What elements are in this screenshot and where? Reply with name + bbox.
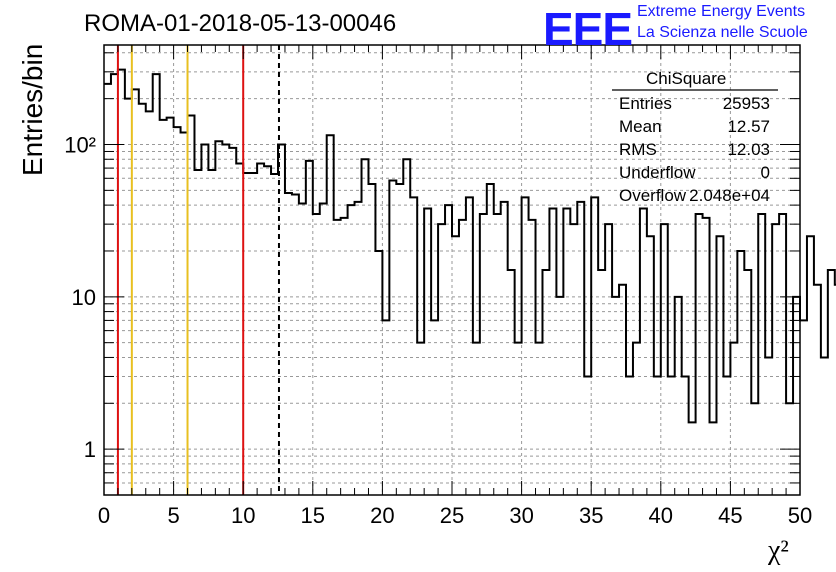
y-axis-label: Entries/bin xyxy=(17,43,48,176)
x-tick-label: 25 xyxy=(440,503,464,528)
x-tick-label: 40 xyxy=(649,503,673,528)
x-tick-label: 45 xyxy=(718,503,742,528)
plot-frame xyxy=(103,44,801,496)
stats-label-mean: Mean xyxy=(619,117,662,136)
x-tick-label: 0 xyxy=(98,503,110,528)
stats-label-entries: Entries xyxy=(619,94,672,113)
reference-lines-layer xyxy=(116,45,280,495)
chart-title: ROMA-01-2018-05-13-00046 xyxy=(84,10,397,37)
stats-name: ChiSquare xyxy=(646,69,727,88)
x-tick-label: 5 xyxy=(167,503,179,528)
stats-value-mean: 12.57 xyxy=(727,117,770,136)
stats-label-overflow: Overflow xyxy=(619,186,687,205)
stats-value-rms: 12.03 xyxy=(727,140,770,159)
stats-value-entries: 25953 xyxy=(722,94,770,113)
y-tick-label: 1 xyxy=(84,437,96,462)
x-tick-label: 50 xyxy=(788,503,812,528)
ticks-layer: 0 5 10 15 20 25 30 35 40 45 50 1 10 10² xyxy=(64,45,812,528)
x-tick-label: 30 xyxy=(509,503,533,528)
logo-subtitle-2: La Scienza nelle Scuole xyxy=(637,24,808,41)
x-tick-label: 35 xyxy=(579,503,603,528)
x-tick-label: 10 xyxy=(231,503,255,528)
histogram-outline xyxy=(104,68,836,424)
logo-subtitle-1: Extreme Energy Events xyxy=(637,3,806,20)
stats-label-underflow: Underflow xyxy=(619,163,696,182)
x-tick-label: 15 xyxy=(301,503,325,528)
x-axis-label: χ² xyxy=(768,535,789,566)
y-tick-label: 10² xyxy=(64,132,96,157)
stats-value-overflow: 2.048e+04 xyxy=(689,186,770,205)
grid-layer xyxy=(104,45,800,496)
stats-label-rms: RMS xyxy=(619,140,657,159)
stats-value-underflow: 0 xyxy=(760,163,770,182)
y-tick-label: 10 xyxy=(72,285,96,310)
histogram-layer xyxy=(104,68,836,424)
eee-logo: EEE xyxy=(543,3,633,55)
x-tick-label: 20 xyxy=(370,503,394,528)
